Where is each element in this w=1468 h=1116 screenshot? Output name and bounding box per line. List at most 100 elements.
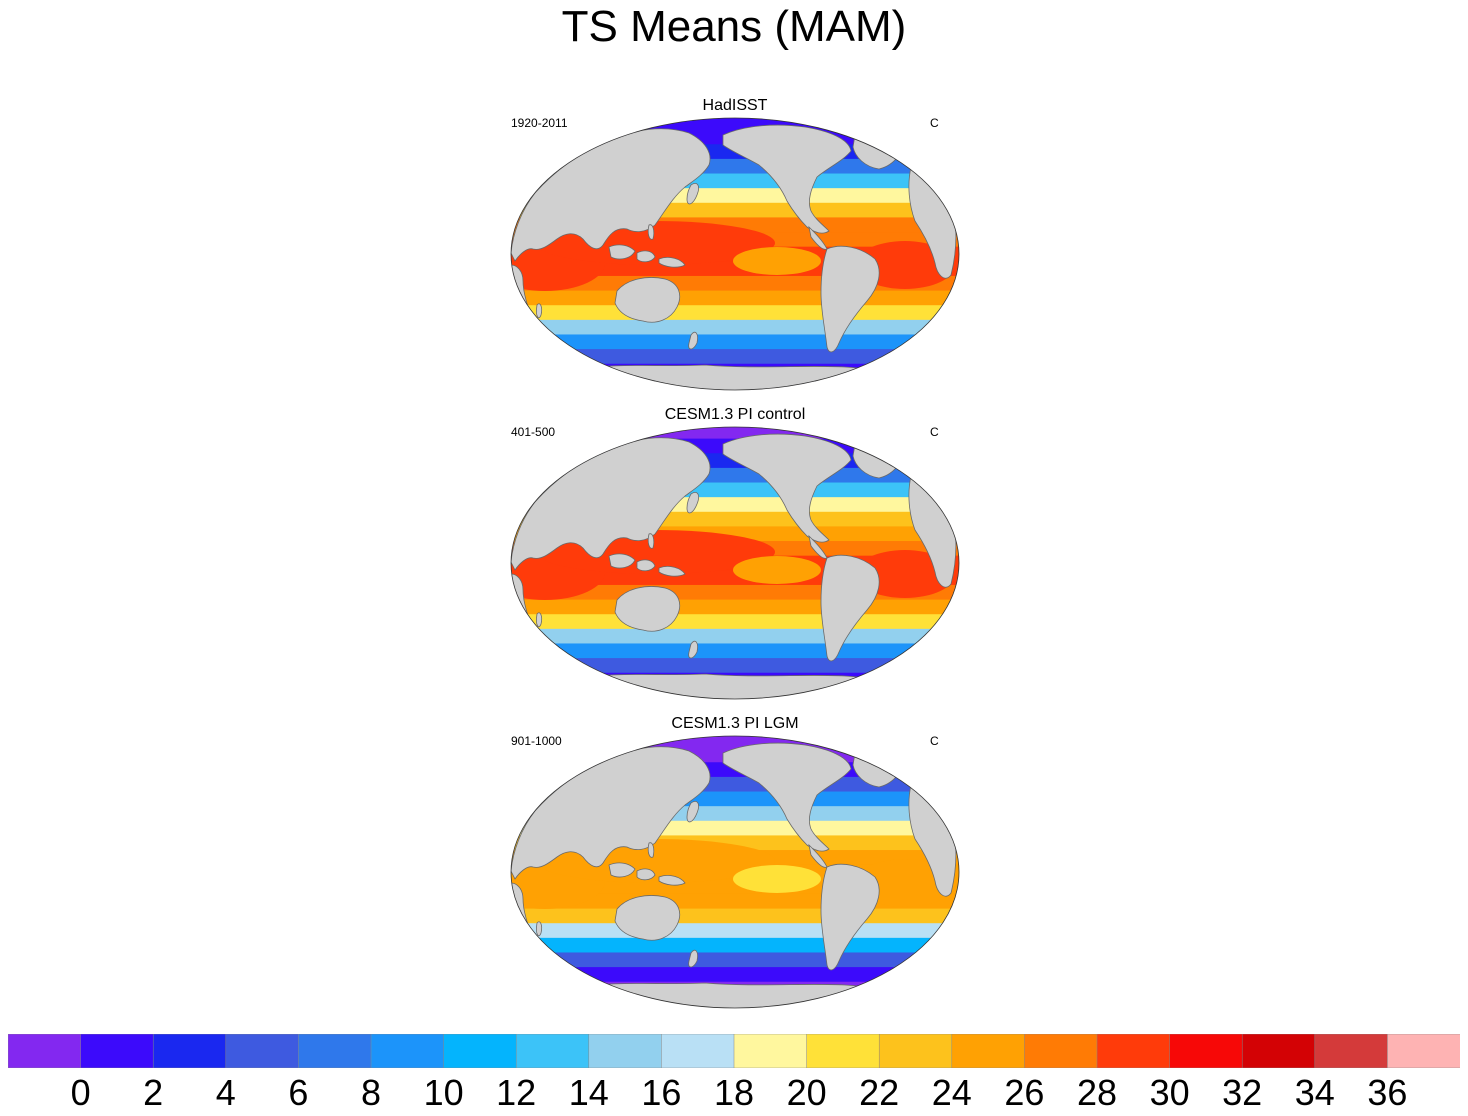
colorbar-tick-label: 0: [70, 1072, 91, 1113]
panel-units: C: [930, 734, 939, 748]
colorbar-swatch: [152, 1034, 227, 1068]
land-mass: [658, 875, 686, 886]
land-mass: [658, 257, 686, 268]
land-mass: [614, 586, 681, 632]
colorbar-tick-label: 6: [288, 1072, 309, 1113]
land-mass: [608, 862, 636, 878]
land-mass: [647, 224, 655, 240]
sst-band: [511, 290, 959, 307]
colorbar-tick-label: 20: [786, 1072, 827, 1113]
land-mass: [636, 250, 656, 263]
land-mass: [536, 612, 543, 628]
warm-pool: [855, 859, 955, 907]
colorbar-tick-label: 8: [360, 1072, 382, 1113]
land-mass: [658, 566, 686, 577]
colorbar-tick-label: 28: [1076, 1072, 1118, 1113]
colorbar-tick-label: 4: [215, 1072, 236, 1113]
sst-band: [511, 937, 959, 954]
colorbar-tick-label: 36: [1367, 1072, 1408, 1113]
colorbar-tick-label: 10: [423, 1072, 464, 1113]
warm-pool: [855, 241, 955, 289]
figure-title: TS Means (MAM): [561, 2, 907, 51]
land-mass: [636, 868, 656, 881]
land-mass: [688, 949, 698, 968]
sst-band: [511, 658, 959, 674]
land-mass: [722, 433, 852, 543]
panel-period: 901-1000: [511, 734, 562, 748]
land-mass: [574, 364, 902, 390]
panel-units: C: [930, 425, 939, 439]
cold-tongue: [733, 247, 821, 275]
warm-pool: [855, 550, 955, 598]
sst-band: [511, 118, 959, 131]
sst-band: [511, 427, 959, 440]
colorbar: [8, 1034, 1460, 1068]
colorbar-tick-label: 18: [713, 1072, 755, 1113]
colorbar-tick-label: 30: [1149, 1072, 1190, 1113]
land-mass: [722, 742, 852, 852]
sst-band: [511, 614, 959, 630]
land-mass: [686, 183, 699, 205]
land-mass: [686, 801, 699, 823]
colorbar-tick-label: 26: [1004, 1072, 1045, 1113]
land-mass: [820, 554, 880, 662]
map-panel-cesm-pi-lgm: CESM1.3 PI LGM 901-1000 C: [505, 715, 965, 1033]
colorbar-swatch: [806, 1034, 881, 1068]
colorbar-swatch: [443, 1034, 518, 1068]
colorbar-swatch: [1314, 1034, 1389, 1068]
land-mass: [688, 331, 698, 350]
sst-map: [510, 117, 960, 391]
sst-band: [511, 349, 959, 365]
cold-tongue: [733, 865, 821, 893]
colorbar-tick-label: 2: [143, 1072, 164, 1113]
land-mass: [608, 244, 636, 260]
colorbar-tick-label: 32: [1222, 1072, 1263, 1113]
land-mass: [574, 673, 902, 699]
land-mass: [647, 533, 655, 549]
land-mass: [614, 277, 681, 323]
sst-band: [511, 319, 959, 336]
colorbar-swatch: [298, 1034, 372, 1068]
sst-band: [511, 736, 959, 749]
colorbar-swatch: [1387, 1034, 1460, 1068]
sst-map: [510, 426, 960, 700]
panel-title: HadISST: [702, 97, 768, 114]
colorbar-swatch: [1169, 1034, 1244, 1068]
sst-band: [511, 334, 959, 350]
panel-period: 1920-2011: [511, 116, 568, 130]
colorbar-swatch: [588, 1034, 663, 1068]
land-mass: [820, 863, 880, 971]
land-mass: [686, 492, 699, 514]
map-outline: [510, 426, 960, 700]
sst-band: [511, 305, 959, 321]
colorbar-tick-label: 14: [568, 1072, 609, 1113]
colorbar-swatch: [225, 1034, 300, 1068]
map-outline: [510, 735, 960, 1009]
colorbar-swatch: [661, 1034, 735, 1068]
colorbar-tick-label: 24: [931, 1072, 972, 1113]
sst-band: [511, 599, 959, 616]
map-panel-hadisst: HadISST 1920-2011 C: [505, 97, 965, 415]
sst-band: [511, 967, 959, 983]
sst-band: [511, 908, 959, 925]
map-panel-cesm-pi-control: CESM1.3 PI control 401-500 C: [505, 406, 965, 724]
colorbar-swatch: [80, 1034, 155, 1068]
panel-title: CESM1.3 PI LGM: [671, 715, 799, 732]
colorbar-tick-label: 34: [1294, 1072, 1335, 1113]
colorbar-swatch: [8, 1034, 82, 1068]
colorbar-swatch: [878, 1034, 953, 1068]
panel-units: C: [930, 116, 939, 130]
land-mass: [608, 553, 636, 569]
land-mass: [536, 303, 543, 319]
colorbar-swatch: [951, 1034, 1026, 1068]
land-mass: [688, 640, 698, 659]
sst-band: [511, 923, 959, 939]
land-mass: [647, 842, 655, 858]
cold-tongue: [733, 556, 821, 584]
colorbar-swatch: [1024, 1034, 1098, 1068]
land-mass: [536, 921, 543, 937]
map-outline: [510, 117, 960, 391]
land-mass: [820, 245, 880, 353]
colorbar-swatch: [1241, 1034, 1316, 1068]
sst-map: [510, 735, 960, 1009]
